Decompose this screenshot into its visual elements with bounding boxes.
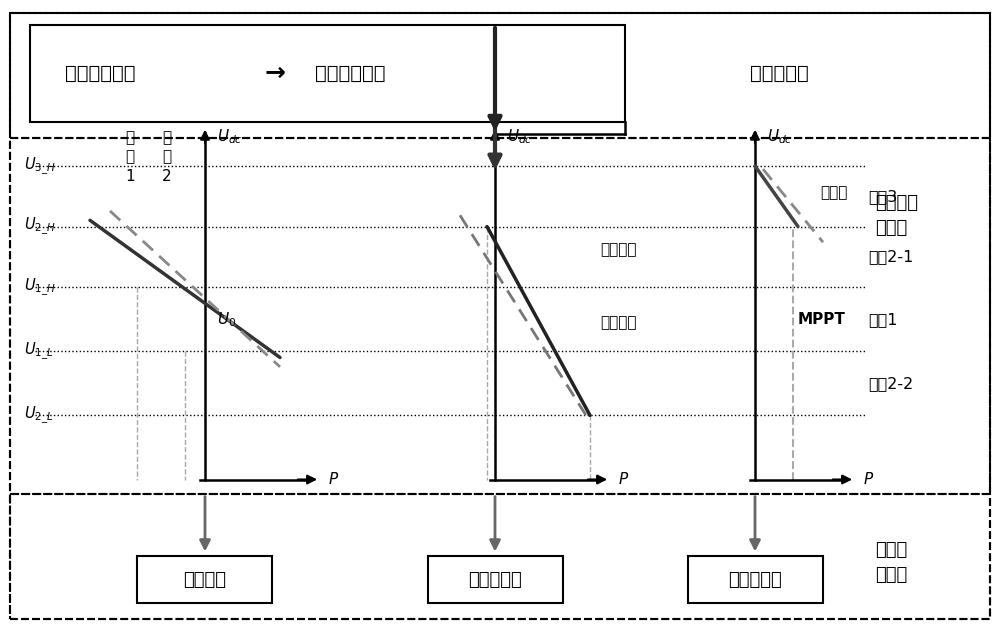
Text: 运行状态指令: 运行状态指令: [315, 64, 386, 82]
Text: $U_{1\_L}$: $U_{1\_L}$: [24, 341, 53, 362]
Text: $U_{2\_L}$: $U_{2\_L}$: [24, 405, 53, 426]
Text: $U_{3\_H}$: $U_{3\_H}$: [24, 156, 56, 176]
Text: 分时电价信息: 分时电价信息: [65, 64, 136, 82]
Text: 经济运行: 经济运行: [600, 242, 637, 257]
Text: $U_0$: $U_0$: [217, 310, 236, 329]
Bar: [10, 138, 990, 494]
Text: 常规运行: 常规运行: [600, 315, 637, 330]
Text: 母线电压: 母线电压: [875, 194, 918, 212]
Bar: [30, 25, 625, 122]
Text: MPPT: MPPT: [798, 312, 846, 327]
Text: 控制层: 控制层: [875, 566, 907, 584]
Text: $P$: $P$: [863, 471, 874, 488]
Text: $P$: $P$: [328, 471, 339, 488]
Text: 变流器: 变流器: [875, 541, 907, 559]
Text: 模式2-1: 模式2-1: [868, 249, 913, 264]
Text: $U_{dc}$: $U_{dc}$: [507, 127, 533, 146]
Text: 储: 储: [162, 130, 172, 145]
Bar: [428, 556, 562, 603]
Text: 限功率: 限功率: [820, 186, 847, 201]
Bar: [137, 556, 272, 603]
Text: 模式3: 模式3: [868, 189, 897, 204]
Bar: [10, 12, 990, 138]
Text: $U_{1\_H}$: $U_{1\_H}$: [24, 277, 56, 298]
Text: 储能单元: 储能单元: [184, 571, 226, 589]
Text: $U_{2\_H}$: $U_{2\_H}$: [24, 216, 56, 237]
Text: 储: 储: [125, 130, 135, 145]
Text: 并网变流器: 并网变流器: [468, 571, 522, 589]
Text: 能: 能: [162, 149, 172, 164]
Text: 功率调度层: 功率调度层: [750, 64, 809, 82]
Bar: [688, 556, 822, 603]
Bar: [10, 494, 990, 619]
Text: 模式2-2: 模式2-2: [868, 376, 913, 391]
Text: 2: 2: [162, 169, 172, 184]
Text: 分布式电源: 分布式电源: [728, 571, 782, 589]
Text: 能: 能: [125, 149, 135, 164]
Text: →: →: [264, 61, 286, 85]
Text: $U_{dc}$: $U_{dc}$: [217, 127, 243, 146]
Text: $U_{dc}$: $U_{dc}$: [767, 127, 793, 146]
Text: 模式1: 模式1: [868, 312, 898, 327]
Text: $P$: $P$: [618, 471, 629, 488]
Text: 1: 1: [125, 169, 135, 184]
Text: 控制层: 控制层: [875, 219, 907, 237]
